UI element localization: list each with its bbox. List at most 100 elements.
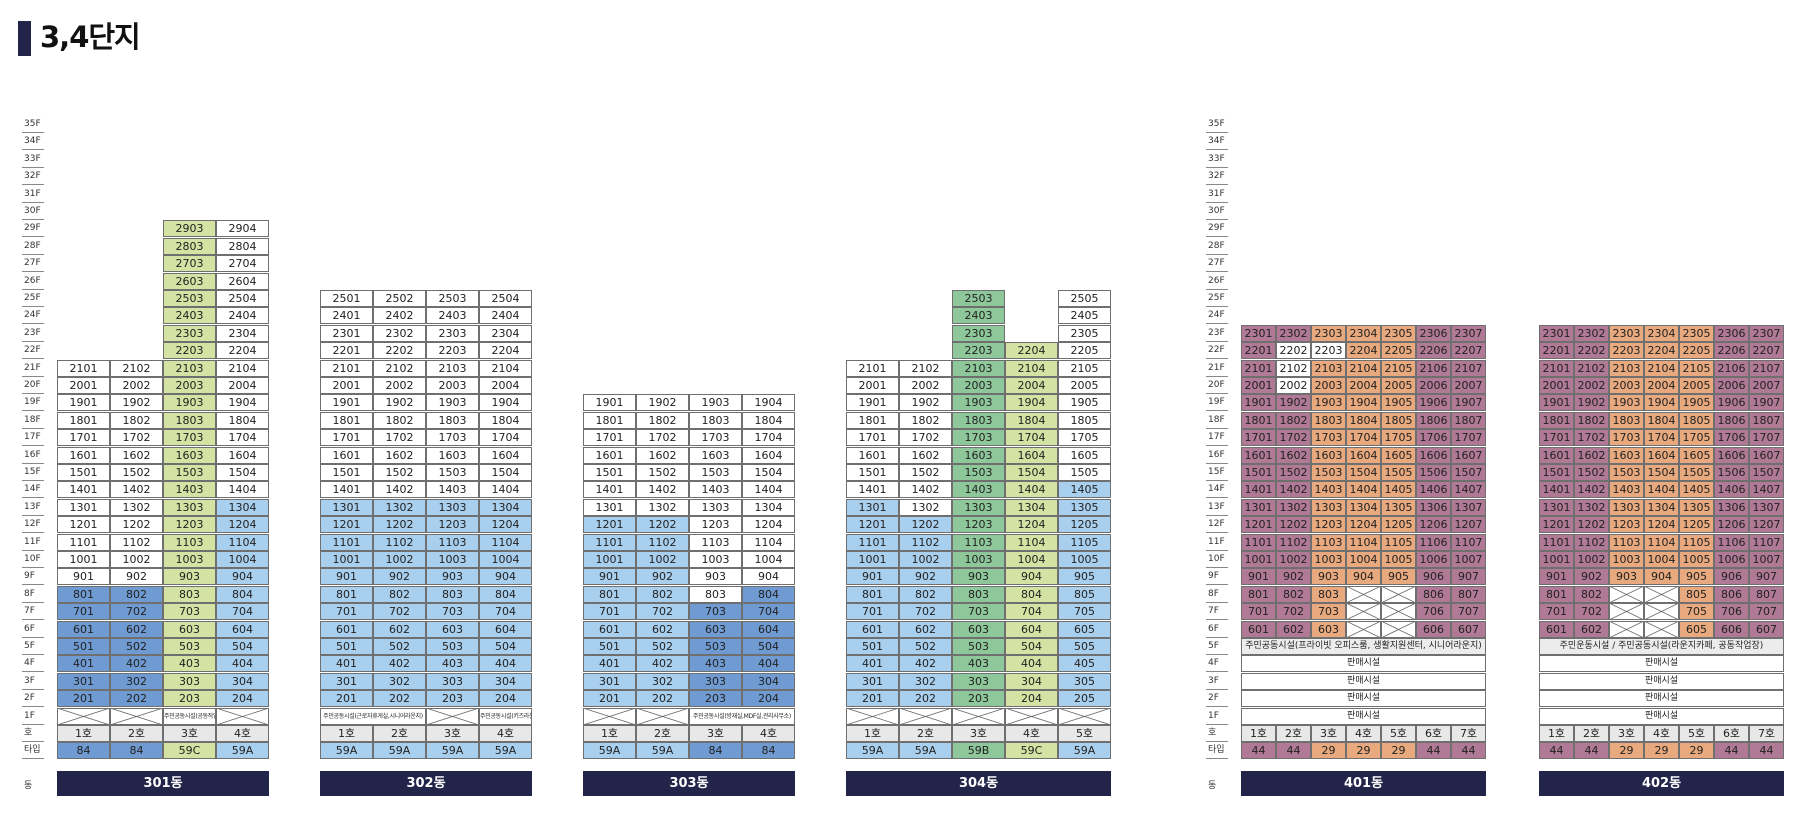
unit-cell: 403 bbox=[426, 655, 479, 673]
unit-cell: 2404 bbox=[479, 307, 532, 325]
unit-cell: 901 bbox=[846, 568, 899, 586]
unit-cell: 906 bbox=[1416, 568, 1451, 586]
unit-cell: 701 bbox=[1539, 603, 1574, 621]
floor-label: 14F bbox=[1208, 484, 1225, 495]
unit-cell: 802 bbox=[1574, 585, 1609, 603]
unit-cell: 904 bbox=[1005, 568, 1058, 586]
unit-cell: 1403 bbox=[952, 481, 1005, 499]
unit-cell: 1305 bbox=[1058, 498, 1111, 516]
unit-cell: 2102 bbox=[899, 359, 952, 377]
unit-cell: 1702 bbox=[1574, 429, 1609, 447]
type-cell: 44 bbox=[1416, 742, 1451, 760]
floor-tick bbox=[22, 723, 44, 725]
unit-cell: 1203 bbox=[1311, 516, 1346, 534]
unit-cell: 1003 bbox=[689, 551, 742, 568]
dong-bar: 304동 bbox=[846, 771, 1111, 796]
unit-cell: 1603 bbox=[163, 446, 216, 464]
unit-cell: 2202 bbox=[1276, 342, 1311, 360]
floor-label: 8F bbox=[24, 588, 35, 599]
unit-cell: 703 bbox=[426, 603, 479, 621]
unit-cell: 2203 bbox=[1609, 342, 1644, 360]
unit-cell: 203 bbox=[163, 690, 216, 708]
floor-tick bbox=[22, 636, 44, 638]
ho-cell: 5호 bbox=[1381, 725, 1416, 742]
ho-cell: 2호 bbox=[636, 725, 689, 742]
floor-label: 2F bbox=[24, 693, 35, 704]
unit-cell: 1504 bbox=[479, 464, 532, 481]
unit-cell: 2502 bbox=[373, 290, 426, 307]
unit-cell: 1606 bbox=[1416, 446, 1451, 464]
ho-cell: 4호 bbox=[1346, 725, 1381, 742]
unit-cell: 2304 bbox=[216, 324, 269, 342]
unit-cell: 903 bbox=[689, 568, 742, 586]
unit-cell: 402 bbox=[636, 655, 689, 673]
floor-tick bbox=[1206, 532, 1228, 534]
unit-cell: 203 bbox=[426, 690, 479, 708]
unit-cell: 202 bbox=[110, 690, 163, 708]
unit-cell: 1402 bbox=[899, 481, 952, 499]
unit-cell: 2101 bbox=[320, 359, 373, 377]
unit-cell: 1105 bbox=[1058, 533, 1111, 551]
unit-cell: 302 bbox=[373, 672, 426, 690]
floor-label: 18F bbox=[1208, 414, 1225, 425]
unit-cell: 1905 bbox=[1381, 394, 1416, 412]
unit-cell: 1802 bbox=[110, 411, 163, 429]
unit-cell: 1602 bbox=[899, 446, 952, 464]
retail-cell: 판매시설 bbox=[1241, 707, 1486, 725]
crossed-cell bbox=[1381, 603, 1416, 621]
type-cell: 29 bbox=[1609, 742, 1644, 760]
unit-cell: 2107 bbox=[1451, 359, 1486, 377]
unit-cell: 2302 bbox=[1574, 324, 1609, 342]
type-cell: 29 bbox=[1346, 742, 1381, 760]
unit-cell: 1404 bbox=[742, 481, 795, 499]
unit-cell: 1302 bbox=[1574, 498, 1609, 516]
type-cell: 44 bbox=[1714, 742, 1749, 760]
floor-tick bbox=[22, 741, 44, 742]
unit-cell: 402 bbox=[373, 655, 426, 673]
floor-tick bbox=[22, 358, 44, 360]
type-cell: 59B bbox=[952, 742, 1005, 760]
unit-cell: 1605 bbox=[1679, 446, 1714, 464]
unit-cell: 1301 bbox=[846, 498, 899, 516]
unit-cell: 1006 bbox=[1714, 551, 1749, 568]
unit-cell: 2202 bbox=[373, 342, 426, 360]
unit-cell: 2305 bbox=[1679, 324, 1714, 342]
unit-cell: 1703 bbox=[689, 429, 742, 447]
unit-cell: 1706 bbox=[1416, 429, 1451, 447]
ho-cell: 4호 bbox=[742, 725, 795, 742]
unit-cell: 203 bbox=[952, 690, 1005, 708]
unit-cell: 903 bbox=[163, 568, 216, 586]
unit-cell: 903 bbox=[1311, 568, 1346, 586]
unit-cell: 1501 bbox=[583, 464, 636, 481]
type-cell: 29 bbox=[1679, 742, 1714, 760]
unit-cell: 203 bbox=[689, 690, 742, 708]
ho-cell: 3호 bbox=[1311, 725, 1346, 742]
floor-tick bbox=[22, 601, 44, 603]
unit-cell: 1902 bbox=[1276, 394, 1311, 412]
unit-cell: 2305 bbox=[1381, 324, 1416, 342]
floor-label: 28F bbox=[24, 240, 41, 251]
floor-tick bbox=[22, 567, 44, 568]
unit-cell: 2106 bbox=[1714, 359, 1749, 377]
unit-cell: 901 bbox=[583, 568, 636, 586]
unit-cell: 1205 bbox=[1381, 516, 1416, 534]
unit-cell: 1606 bbox=[1714, 446, 1749, 464]
unit-cell: 1804 bbox=[1346, 411, 1381, 429]
unit-cell: 802 bbox=[110, 585, 163, 603]
unit-cell: 204 bbox=[742, 690, 795, 708]
unit-cell: 501 bbox=[57, 638, 110, 655]
unit-cell: 603 bbox=[952, 620, 1005, 638]
unit-cell: 1407 bbox=[1749, 481, 1784, 499]
unit-cell: 1102 bbox=[636, 533, 689, 551]
floor-tick bbox=[22, 236, 44, 238]
unit-cell: 2103 bbox=[163, 359, 216, 377]
crossed-cell bbox=[636, 707, 689, 725]
floor-label: 3F bbox=[24, 675, 35, 686]
unit-cell: 1601 bbox=[1539, 446, 1574, 464]
unit-cell: 1206 bbox=[1714, 516, 1749, 534]
unit-cell: 1305 bbox=[1381, 498, 1416, 516]
unit-cell: 2101 bbox=[846, 359, 899, 377]
unit-cell: 1401 bbox=[1241, 481, 1276, 499]
unit-cell: 1601 bbox=[1241, 446, 1276, 464]
unit-cell: 1201 bbox=[846, 516, 899, 534]
